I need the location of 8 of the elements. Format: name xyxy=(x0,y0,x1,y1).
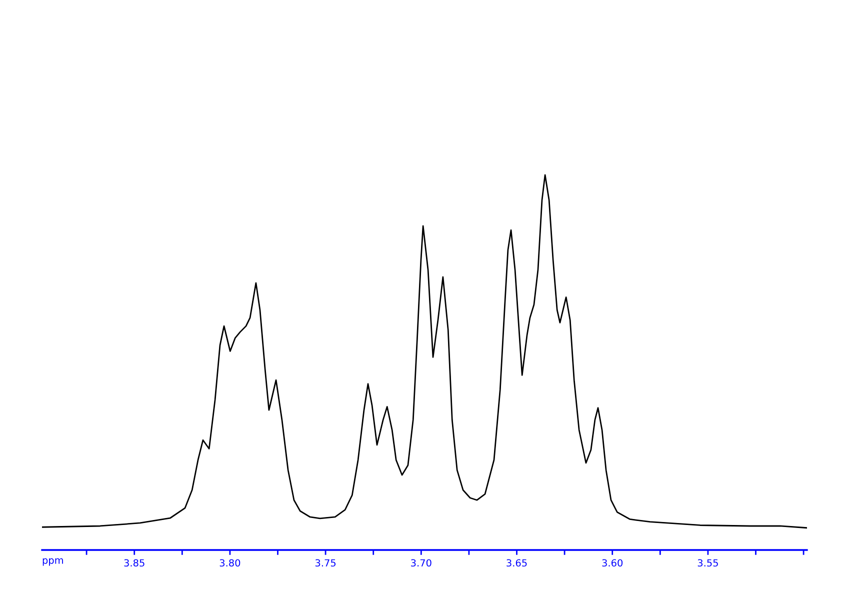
x-axis-title: ppm xyxy=(42,558,63,566)
x-tick-label: 3.55 xyxy=(698,559,718,567)
x-tick-label: 3.75 xyxy=(315,559,336,567)
x-tick-label: 3.65 xyxy=(506,559,527,567)
x-tick-label: 3.70 xyxy=(411,559,432,567)
x-tick-label: 3.80 xyxy=(220,559,240,567)
x-tick-label: 3.60 xyxy=(602,559,623,567)
x-tick-label: 3.85 xyxy=(124,559,144,567)
